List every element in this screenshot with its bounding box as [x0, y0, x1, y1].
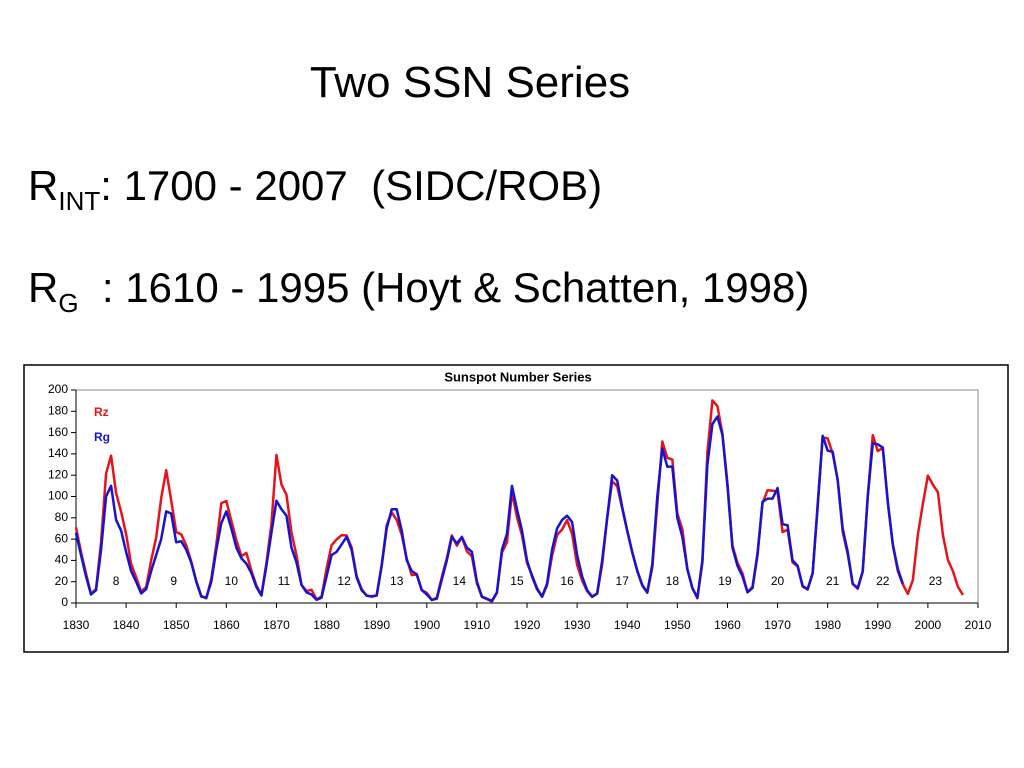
cycle-label: 14 [453, 574, 467, 588]
cycle-label: 18 [666, 574, 680, 588]
series-line: RG : 1610 - 1995 (Hoyt & Schatten, 1998) [28, 264, 809, 318]
y-tick-label: 20 [55, 574, 69, 588]
cycle-label: 22 [876, 574, 890, 588]
line-text: : 1700 - 2007 (SIDC/ROB) [100, 162, 602, 209]
cycle-label: 8 [113, 574, 120, 588]
x-tick-label: 1970 [764, 618, 791, 632]
slide-title: Two SSN Series [310, 58, 630, 107]
x-tick-label: 1900 [413, 618, 440, 632]
line-text: : 1610 - 1995 (Hoyt & Schatten, 1998) [79, 264, 810, 311]
x-tick-label: 1940 [614, 618, 641, 632]
x-tick-label: 1830 [63, 618, 90, 632]
x-tick-label: 1910 [464, 618, 491, 632]
series-line [74, 415, 905, 603]
cycle-label: 9 [170, 574, 177, 588]
symbol: R [28, 264, 58, 311]
y-tick-label: 60 [55, 531, 69, 545]
x-tick-label: 1980 [814, 618, 841, 632]
y-tick-label: 0 [61, 595, 68, 609]
x-tick-label: 2000 [915, 618, 942, 632]
y-tick-label: 100 [48, 489, 68, 503]
x-tick-label: 1870 [263, 618, 290, 632]
cycle-label: 17 [616, 574, 630, 588]
x-tick-label: 1850 [163, 618, 190, 632]
y-tick-label: 120 [48, 467, 68, 481]
x-tick-label: 1890 [363, 618, 390, 632]
cycle-label: 21 [826, 574, 840, 588]
x-tick-label: 1930 [564, 618, 591, 632]
cycle-label: 10 [225, 574, 239, 588]
cycle-label: 19 [718, 574, 732, 588]
x-tick-label: 1960 [714, 618, 741, 632]
chart-title: Sunspot Number Series [444, 369, 591, 384]
y-tick-label: 160 [48, 425, 68, 439]
legend-entry: Rg [94, 430, 110, 444]
y-tick-label: 80 [55, 510, 69, 524]
legend-entry: Rz [94, 405, 109, 419]
symbol: R [28, 162, 58, 209]
x-tick-label: 1840 [113, 618, 140, 632]
subscript: INT [58, 186, 100, 216]
subscript: G [58, 288, 78, 318]
cycle-label: 11 [278, 574, 291, 588]
x-tick-label: 1920 [514, 618, 541, 632]
y-tick-label: 40 [55, 553, 69, 567]
chart: 0 20 40 60 80 100 120 140 160 180 200 1830 1840 1850 1… [48, 382, 992, 632]
y-tick-label: 180 [48, 403, 68, 417]
x-tick-label: 1880 [313, 618, 340, 632]
cycle-label: 15 [510, 574, 524, 588]
x-tick-label: 1860 [213, 618, 240, 632]
x-tick-label: 1950 [664, 618, 691, 632]
y-tick-label: 200 [48, 382, 68, 396]
cycle-label: 12 [337, 574, 351, 588]
x-tick-label: 2010 [965, 618, 992, 632]
y-tick-label: 140 [48, 446, 68, 460]
cycle-label: 13 [390, 574, 404, 588]
cycle-label: 23 [929, 574, 943, 588]
x-tick-label: 1990 [864, 618, 891, 632]
cycle-label: 20 [771, 574, 785, 588]
cycle-label: 16 [560, 574, 574, 588]
series-line: RINT: 1700 - 2007 (SIDC/ROB) [28, 162, 602, 216]
